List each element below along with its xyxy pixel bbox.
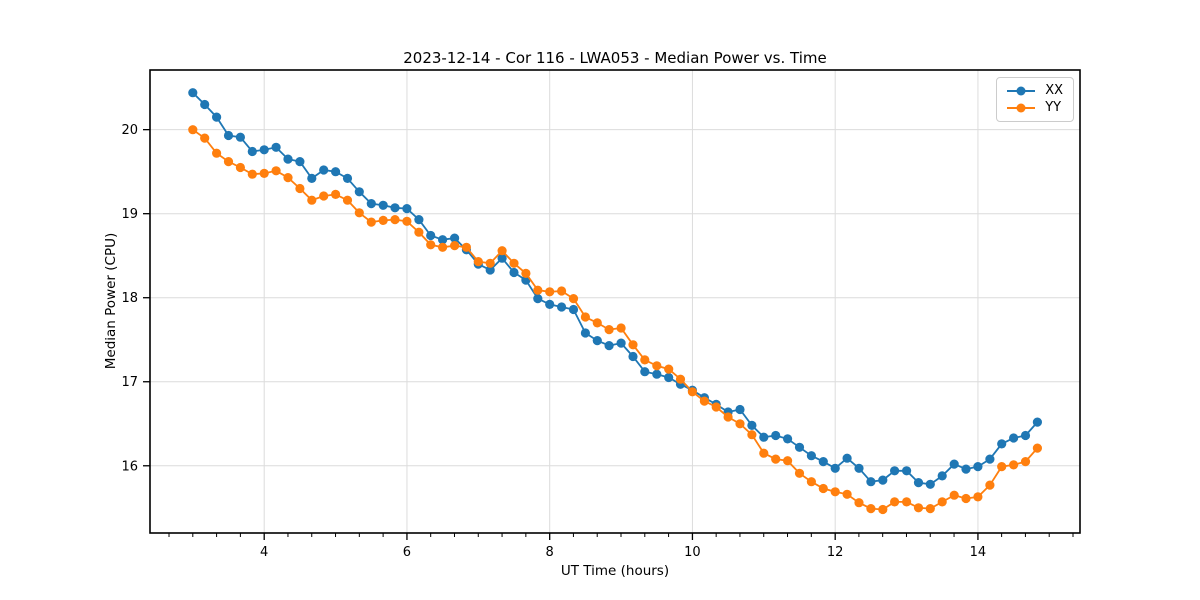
svg-text:8: 8 [546,545,554,560]
svg-text:10: 10 [684,545,701,560]
legend-label-xx: XX [1045,83,1063,98]
chart-title: 2023-12-14 - Cor 116 - LWA053 - Median P… [403,49,827,67]
svg-text:4: 4 [260,545,268,560]
svg-text:12: 12 [827,545,844,560]
svg-text:19: 19 [121,207,138,222]
svg-text:14: 14 [970,545,987,560]
xx-line-marker-icon [1007,86,1036,96]
svg-text:6: 6 [403,545,411,560]
x-axis-label: UT Time (hours) [560,563,670,579]
svg-text:16: 16 [121,459,138,474]
y-axis-label-text: Median Power (CPU) [103,232,119,370]
legend-item-yy: YY [1005,101,1063,115]
yy-line-marker-icon [1007,103,1036,113]
legend-item-xx: XX [1005,84,1063,98]
svg-text:20: 20 [121,123,138,138]
legend: XX YY [996,77,1074,122]
legend-label-yy: YY [1045,100,1062,115]
svg-text:18: 18 [121,291,138,306]
svg-text:17: 17 [121,375,138,390]
